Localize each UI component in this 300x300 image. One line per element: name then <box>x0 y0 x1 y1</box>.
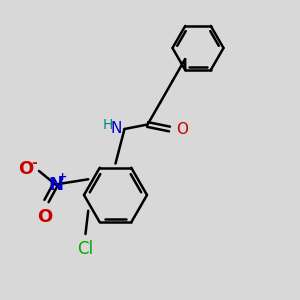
Text: +: + <box>58 172 67 182</box>
Text: H: H <box>103 118 113 132</box>
Text: N: N <box>48 176 63 194</box>
Text: N: N <box>110 121 122 136</box>
Text: O: O <box>18 160 33 178</box>
Text: O: O <box>38 208 52 226</box>
Text: Cl: Cl <box>77 240 94 258</box>
Text: -: - <box>32 156 37 170</box>
Text: O: O <box>176 122 188 136</box>
